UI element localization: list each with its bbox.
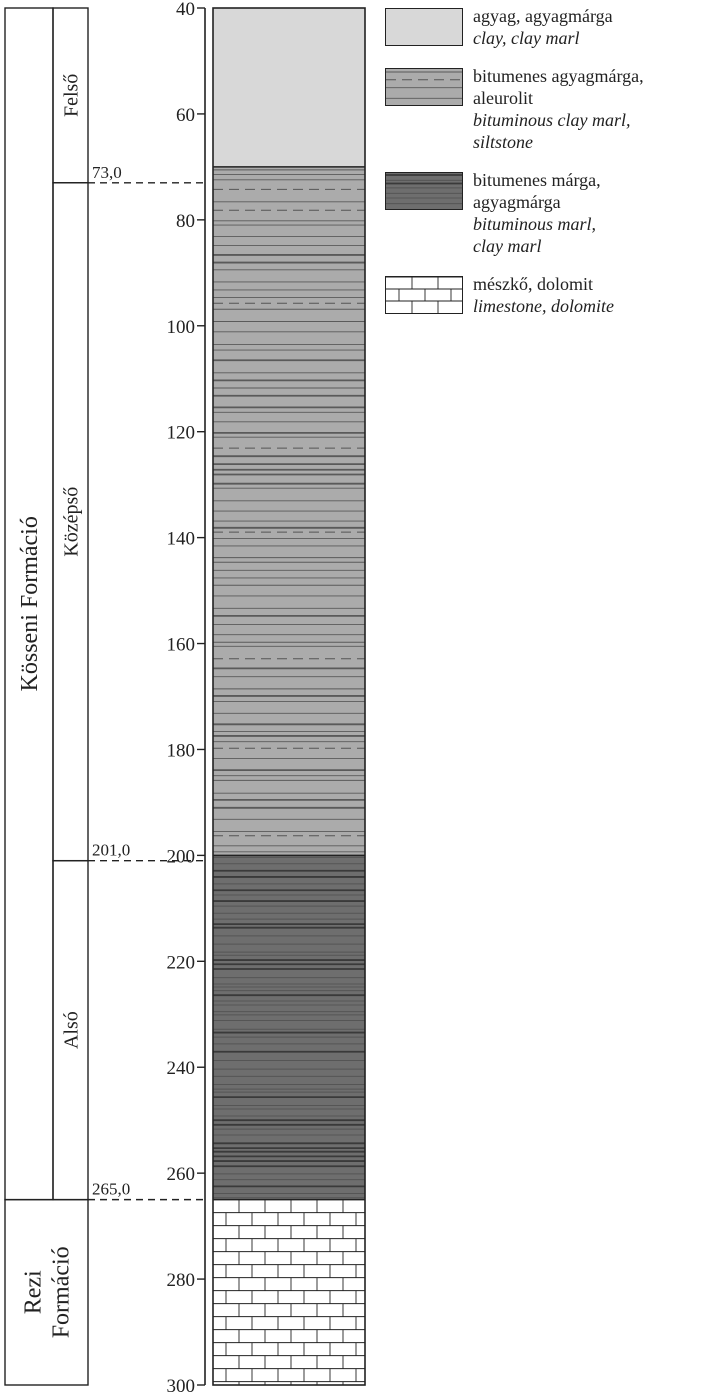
legend-label-hu: aleurolit: [473, 88, 533, 108]
legend-item-bituminous-clay-marl: bitumenes agyagmárga, aleurolit bituminous…: [385, 65, 702, 153]
axis-tick-label: 280: [167, 1270, 196, 1291]
axis-tick-label: 60: [176, 105, 195, 126]
limestone-fill: [213, 1199, 365, 1385]
axis-tick-label: 120: [167, 423, 196, 444]
legend-text: mészkő, dolomit limestone, dolomite: [473, 273, 702, 317]
axis-tick-label: 200: [167, 846, 196, 867]
axis-tick-label: 80: [176, 211, 195, 232]
legend-swatch-pattern: [386, 277, 462, 313]
legend-text: agyag, agyagmárga clay, clay marl: [473, 5, 702, 49]
axis-tick-label: 300: [167, 1376, 196, 1394]
legend: agyag, agyagmárga clay, clay marl bitumene…: [385, 5, 702, 327]
axis-tick-label: 220: [167, 952, 196, 973]
legend-label-hu: agyagmárga: [473, 192, 561, 212]
legend-label-en: clay, clay marl: [473, 28, 580, 48]
legend-text: bitumenes márga, agyagmárga bituminous mar…: [473, 169, 702, 257]
formation-label-line: Rezi: [21, 1270, 47, 1314]
boundary-label: 201,0: [92, 841, 130, 860]
legend-item-clay: agyag, agyagmárga clay, clay marl: [385, 5, 702, 49]
legend-text: bitumenes agyagmárga, aleurolit bituminous…: [473, 65, 702, 153]
legend-label-hu: bitumenes márga,: [473, 170, 601, 190]
boundary-markers: 73,0 201,0 265,0: [88, 163, 203, 1201]
bituminous-marl-fill: [386, 173, 462, 209]
formation-label-line: Formáció: [49, 1246, 75, 1338]
axis-tick-label: 160: [167, 635, 196, 656]
lithology-unit-bituminous-clay-marl: [213, 166, 365, 856]
formation-box: [4, 1198, 89, 1386]
lithology-unit-clay: [213, 8, 365, 167]
legend-item-bituminous-marl: bitumenes márga, agyagmárga bituminous mar…: [385, 169, 702, 257]
lithology-unit-bituminous-marl: [213, 855, 365, 1200]
member-label: Alsó: [61, 1011, 83, 1049]
legend-swatch-pattern: [386, 69, 462, 105]
legend-label-hu: mészkő, dolomit: [473, 274, 593, 294]
legend-swatch: [385, 172, 463, 210]
axis-tick-label: 260: [167, 1164, 196, 1185]
legend-swatch: [385, 68, 463, 106]
formation-columns: Kösseni Formáció ReziFormáció Felső Középső…: [4, 7, 89, 1386]
column-outline: [212, 7, 366, 1386]
legend-swatch-pattern: [386, 9, 462, 45]
bituminous-marl-fill: [213, 855, 365, 1200]
member-label: Középső: [61, 487, 83, 557]
legend-label-en: clay marl: [473, 236, 542, 256]
member-label: Felső: [61, 74, 83, 117]
legend-swatch: [385, 8, 463, 46]
axis-tick-label: 140: [167, 529, 196, 550]
formation-label: Kösseni Formáció: [17, 516, 43, 691]
axis-tick-label: 180: [167, 740, 196, 761]
legend-swatch-pattern: [386, 173, 462, 209]
legend-label-hu: agyag, agyagmárga: [473, 6, 613, 26]
formation-label: ReziFormáció: [21, 1246, 75, 1338]
legend-swatch: [385, 276, 463, 314]
axis-tick-label: 40: [176, 0, 195, 20]
legend-label-en: bituminous clay marl,: [473, 110, 631, 130]
legend-label-en: bituminous marl,: [473, 214, 597, 234]
legend-label-hu: bitumenes agyagmárga,: [473, 66, 644, 86]
depth-axis: 40 60 80 100 120 140 160 180 200 220 240 260 280 300: [167, 0, 206, 1394]
legend-item-limestone: mészkő, dolomit limestone, dolomite: [385, 273, 702, 317]
axis-tick-label: 240: [167, 1058, 196, 1079]
bituminous-clay-marl-fill: [386, 69, 462, 105]
clay-fill: [213, 8, 365, 167]
lithology-column: [212, 7, 366, 1386]
lithology-unit-limestone: [213, 1199, 365, 1385]
legend-label-en: siltstone: [473, 132, 534, 152]
clay-fill: [386, 9, 462, 45]
member-box: [52, 859, 89, 1201]
legend-label-en: limestone, dolomite: [473, 296, 614, 316]
boundary-label: 73,0: [92, 163, 122, 182]
boundary-label: 265,0: [92, 1180, 130, 1199]
axis-tick-label: 100: [167, 317, 196, 338]
